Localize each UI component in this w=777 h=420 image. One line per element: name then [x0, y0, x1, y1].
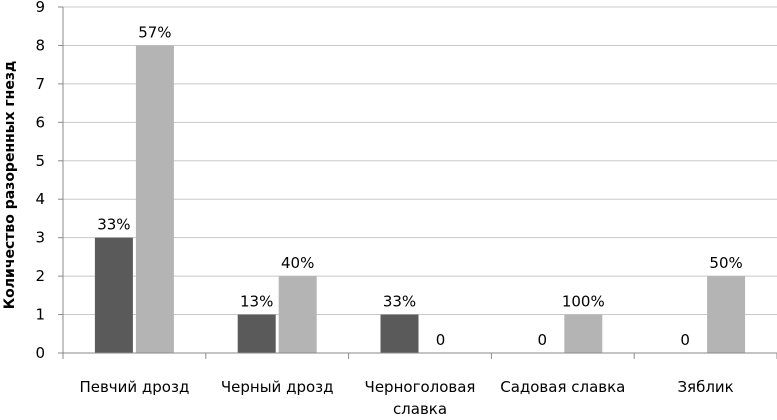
data-labels: 33% 57% 13% 40% 33% 0 0 100% 0 50%: [97, 23, 743, 349]
x-category-label: Черноголовая: [365, 378, 476, 396]
data-label: 33%: [383, 293, 416, 311]
y-tick-label: 5: [35, 152, 45, 170]
y-tick-label: 3: [35, 229, 45, 247]
data-label: 40%: [281, 254, 314, 272]
bars: [94, 45, 746, 353]
axes: [58, 6, 777, 359]
y-tick-label: 6: [35, 113, 45, 131]
data-label: 100%: [562, 293, 605, 311]
data-label: 0: [680, 331, 690, 349]
bar-series2-4: [707, 276, 746, 353]
data-label: 0: [436, 331, 446, 349]
x-category-label: Зяблик: [677, 378, 733, 396]
y-tick-label: 9: [35, 0, 45, 16]
data-label: 50%: [709, 254, 742, 272]
gridlines: [63, 6, 777, 316]
data-label: 13%: [240, 293, 273, 311]
x-category-label: Садовая славка: [500, 378, 625, 396]
y-tick-label: 8: [35, 36, 45, 54]
y-tick-label: 0: [35, 344, 45, 362]
y-tick-label: 7: [35, 75, 45, 93]
bar-series1-0: [94, 237, 133, 353]
bar-series2-1: [278, 276, 317, 353]
y-tick-label: 1: [35, 306, 45, 324]
data-label: 0: [538, 331, 548, 349]
bar-series2-0: [135, 45, 174, 353]
y-tick-label: 2: [35, 267, 45, 285]
x-category-label: Черный дрозд: [221, 378, 334, 396]
data-label: 57%: [138, 23, 171, 41]
bar-series2-3: [564, 314, 603, 353]
x-category-label: Певчий дрозд: [79, 378, 189, 396]
y-axis-title: Количество разоренных гнезд: [2, 61, 18, 310]
bar-series1-2: [380, 314, 419, 353]
bar-series1-1: [237, 314, 276, 353]
data-label: 33%: [97, 216, 130, 234]
y-tick-label: 4: [35, 190, 45, 208]
x-category-labels: Певчий дрозд Черный дрозд Черноголовая слав…: [79, 378, 733, 418]
x-category-label: славка: [393, 400, 447, 418]
y-tick-labels: 0 1 2 3 4 5 6 7 8 9: [35, 0, 45, 362]
